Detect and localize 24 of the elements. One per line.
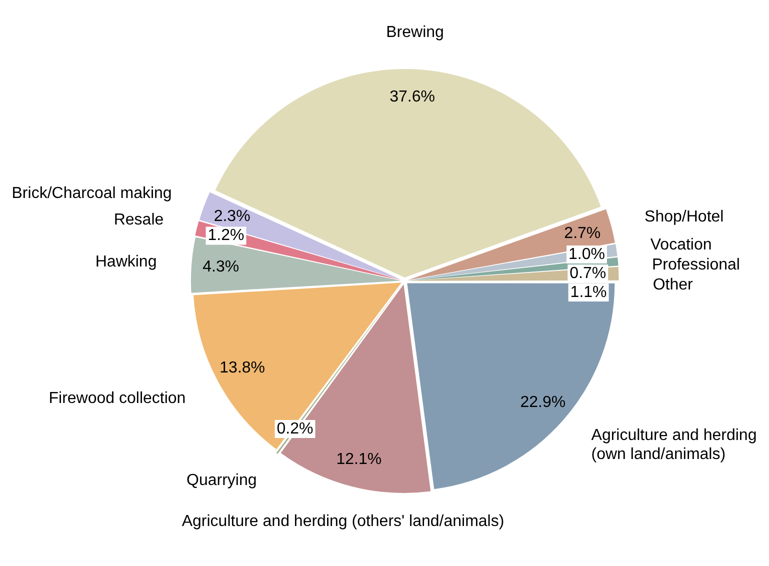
data-label: 1.1% (570, 284, 607, 301)
data-label: 1.2% (208, 227, 244, 244)
slice-label: Brewing (386, 24, 444, 42)
slice-label: Resale (114, 211, 164, 228)
data-label: 22.9% (520, 394, 566, 411)
data-label: 2.3% (214, 208, 250, 225)
slice-label: Quarrying (186, 472, 257, 490)
data-label: 4.3% (202, 258, 240, 276)
data-label: 0.2% (276, 420, 314, 438)
slice-label: Other (652, 276, 694, 294)
slice-label: Agriculture and herding (own land/animals) (591, 426, 757, 463)
slice-label: Shop/Hotel (644, 208, 724, 226)
data-label: 37.6% (390, 88, 436, 106)
slice-label: Hawking (95, 254, 157, 271)
data-label: 13.8% (220, 360, 266, 377)
slice-label: Agriculture and herding (others' land/animals) (182, 513, 504, 530)
slice-label: Brick/Charcoal making (12, 185, 172, 202)
data-label: 12.1% (336, 450, 382, 468)
data-label: 0.7% (570, 264, 606, 282)
data-label: 2.7% (564, 224, 601, 242)
slice-label: Firewood collection (48, 390, 186, 408)
slice-label: Vocation (650, 236, 712, 254)
slice-label: Professional (652, 256, 740, 274)
data-label: 1.0% (568, 246, 605, 263)
